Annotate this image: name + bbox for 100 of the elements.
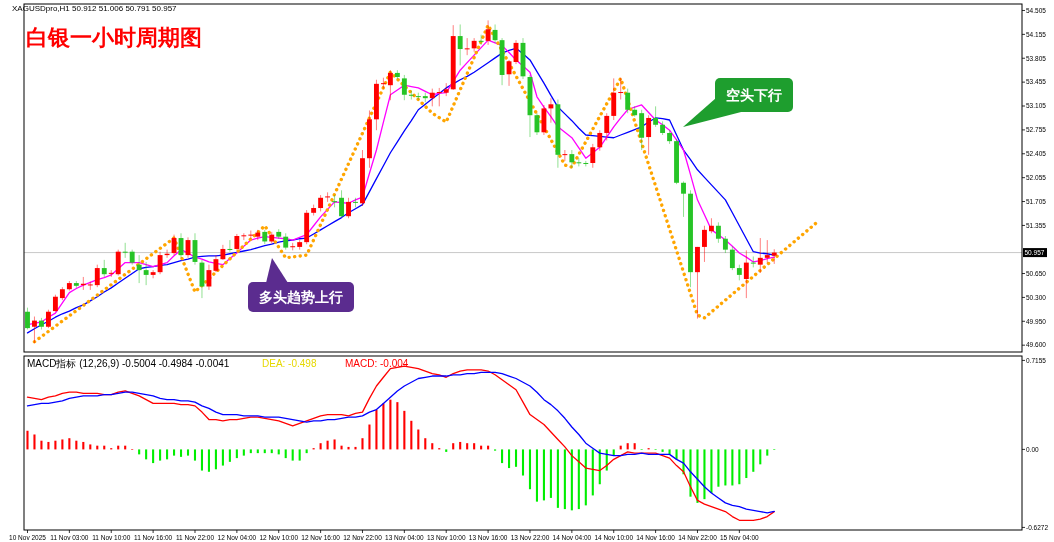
bar	[305, 449, 308, 454]
bar	[535, 449, 538, 502]
bar	[382, 403, 385, 450]
bar	[584, 449, 587, 506]
bar	[298, 449, 301, 461]
bar	[193, 449, 197, 461]
bar	[661, 449, 664, 452]
bar	[159, 449, 162, 461]
candlestick	[464, 37, 470, 56]
bar	[528, 449, 532, 490]
bar	[284, 449, 287, 459]
annotation: 多头趋势上行	[259, 289, 343, 305]
bar	[570, 449, 573, 511]
bar	[319, 443, 322, 450]
bar	[291, 449, 294, 461]
candlestick	[325, 191, 331, 203]
bar	[563, 449, 566, 510]
bar	[221, 449, 224, 466]
candlestick	[562, 149, 568, 162]
bar	[33, 434, 36, 450]
candlestick	[122, 242, 128, 259]
bar	[424, 438, 427, 450]
candlestick	[227, 239, 233, 253]
annotation: 空头下行	[726, 87, 782, 103]
text: 白银一小时周期图	[26, 25, 202, 50]
bar	[521, 449, 525, 476]
annotation: MACD指标 (12,26,9) -0.5004 -0.4984 -0.0041	[27, 358, 230, 369]
candlestick	[750, 255, 756, 268]
bar	[633, 443, 636, 450]
bar	[542, 449, 545, 501]
bar	[514, 449, 518, 467]
bar	[228, 449, 231, 462]
bar	[389, 399, 392, 450]
bar	[591, 449, 594, 496]
candlestick	[471, 37, 477, 53]
bar	[263, 449, 266, 454]
bar	[675, 449, 678, 460]
callout: 空头下行	[683, 78, 793, 127]
bar	[200, 449, 204, 471]
bar	[668, 449, 671, 455]
bar	[577, 449, 580, 510]
bar	[333, 439, 336, 450]
bar	[731, 449, 734, 486]
bar	[626, 443, 629, 450]
bar	[256, 449, 259, 454]
bar	[417, 429, 420, 450]
bar	[696, 449, 699, 503]
bar	[396, 402, 399, 450]
bar	[759, 449, 762, 465]
bar	[235, 449, 238, 459]
bar	[26, 430, 29, 450]
bar	[745, 449, 748, 479]
bar	[138, 449, 141, 455]
bar	[347, 446, 350, 450]
bar	[361, 438, 364, 450]
bar	[556, 449, 559, 508]
bar	[368, 424, 371, 450]
bar	[145, 449, 148, 460]
bar	[717, 449, 720, 487]
bar	[501, 449, 504, 464]
bar	[277, 449, 280, 455]
bar	[270, 449, 273, 454]
annotation: DEA: -0.498	[262, 358, 317, 369]
bar	[375, 409, 378, 450]
bar	[703, 449, 706, 500]
candlestick	[478, 34, 484, 46]
bar	[166, 449, 169, 460]
bar	[410, 420, 413, 450]
bar	[61, 439, 64, 450]
candlestick	[569, 149, 575, 169]
bar	[724, 449, 727, 486]
bar	[473, 443, 476, 450]
bar	[214, 449, 217, 470]
bar	[242, 449, 245, 456]
bar	[766, 449, 769, 456]
bar	[68, 438, 71, 450]
bar	[452, 443, 455, 450]
candlestick	[380, 77, 386, 90]
annotation: MACD: -0.004	[345, 358, 409, 369]
bar	[403, 410, 406, 450]
bar	[340, 445, 343, 450]
bar	[445, 449, 448, 452]
bar	[207, 449, 210, 472]
bar	[89, 444, 92, 450]
bar	[173, 449, 176, 456]
bar	[549, 449, 552, 498]
bar	[466, 443, 469, 450]
bar	[354, 446, 357, 450]
bar	[249, 449, 252, 454]
callout: 多头趋势上行	[248, 258, 354, 312]
bar	[752, 449, 755, 472]
bar	[508, 449, 511, 469]
bar	[431, 443, 434, 450]
bar	[738, 449, 741, 485]
candlestick	[150, 269, 156, 279]
bar	[186, 449, 190, 456]
annotation: XAGUSDpro,H1 50.912 51.006 50.791 50.957	[12, 4, 178, 13]
candlestick	[332, 194, 338, 208]
bar	[152, 449, 155, 464]
bar	[179, 449, 183, 457]
